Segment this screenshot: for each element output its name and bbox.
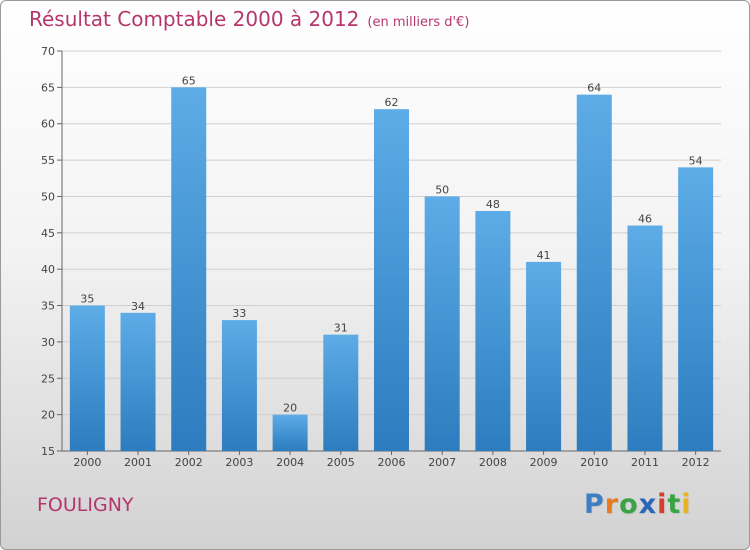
- y-tick-label: 25: [41, 372, 55, 385]
- bar-2011: [627, 225, 663, 451]
- chart-title-block: Résultat Comptable 2000 à 2012 (en millie…: [29, 7, 469, 31]
- x-tick-labels: 2000 2001 2002 2003 2004 2005 2006 2007 2008 2009…: [73, 456, 709, 469]
- bar-2008: [475, 211, 511, 451]
- y-tick-label: 45: [41, 227, 55, 240]
- logo-letter: r: [604, 489, 620, 520]
- y-tick-label: 35: [41, 300, 55, 313]
- data-labels: 35 34 65 33 20 31 62 50 48 41 64 46 54: [80, 74, 702, 414]
- data-label-2004: 20: [283, 402, 297, 415]
- x-tick-label: 2006: [378, 456, 406, 469]
- x-tick-label: 2004: [276, 456, 304, 469]
- bar-2002: [171, 87, 207, 451]
- x-tick-label: 2000: [73, 456, 101, 469]
- logo-letter: i: [657, 489, 668, 520]
- bar-2007: [424, 196, 460, 451]
- y-tick-label: 50: [41, 190, 55, 203]
- x-tick-label: 2002: [175, 456, 203, 469]
- data-label-2001: 34: [131, 300, 145, 313]
- data-label-2005: 31: [334, 322, 348, 335]
- x-tick-label: 2012: [682, 456, 710, 469]
- data-label-2009: 41: [537, 249, 551, 262]
- bar-2003: [221, 320, 257, 451]
- logo-letter: P: [584, 489, 605, 520]
- data-label-2003: 33: [232, 307, 246, 320]
- bars: [69, 87, 714, 452]
- x-tick-label: 2001: [124, 456, 152, 469]
- y-tick-label: 20: [41, 409, 55, 422]
- y-tick-label: 30: [41, 336, 55, 349]
- bar-2005: [323, 334, 359, 451]
- data-label-2010: 64: [587, 82, 601, 95]
- chart-subtitle: (en milliers d'€): [367, 15, 470, 30]
- x-tick-label: 2011: [631, 456, 659, 469]
- x-tick-label: 2007: [428, 456, 456, 469]
- y-tick-labels: 15 20 25 30 35 40 45 50 55 60 65 70: [41, 45, 55, 458]
- data-label-2002: 65: [182, 74, 196, 87]
- proxiti-logo: Proxiti: [584, 489, 692, 520]
- bar-2004: [272, 414, 308, 451]
- data-label-2012: 54: [689, 154, 703, 167]
- x-tick-label: 2003: [225, 456, 253, 469]
- y-tick-label: 60: [41, 118, 55, 131]
- bar-2012: [678, 167, 714, 451]
- x-tick-label: 2010: [580, 456, 608, 469]
- bar-2010: [576, 94, 612, 452]
- bar-2000: [69, 305, 105, 451]
- location-name: FOULIGNY: [37, 494, 134, 516]
- y-tick-label: 40: [41, 263, 55, 276]
- y-tick-label: 70: [41, 45, 55, 58]
- bar-2001: [120, 312, 156, 451]
- logo-letter: i: [681, 489, 692, 520]
- data-label-2011: 46: [638, 213, 652, 226]
- x-tick-label: 2008: [479, 456, 507, 469]
- data-label-2000: 35: [80, 293, 94, 306]
- y-tick-label: 15: [41, 445, 55, 458]
- data-label-2008: 48: [486, 198, 500, 211]
- data-label-2007: 50: [435, 183, 449, 196]
- chart-title: Résultat Comptable 2000 à 2012: [29, 7, 360, 31]
- bar-2009: [526, 261, 562, 451]
- logo-letter: x: [638, 489, 658, 520]
- y-tick-label: 55: [41, 154, 55, 167]
- logo-letter: o: [619, 489, 639, 520]
- bar-2006: [374, 109, 409, 451]
- logo-letter: t: [667, 489, 682, 520]
- data-label-2006: 62: [385, 96, 399, 109]
- x-tick-label: 2005: [327, 456, 355, 469]
- y-tick-label: 65: [41, 81, 55, 94]
- x-tick-label: 2009: [530, 456, 558, 469]
